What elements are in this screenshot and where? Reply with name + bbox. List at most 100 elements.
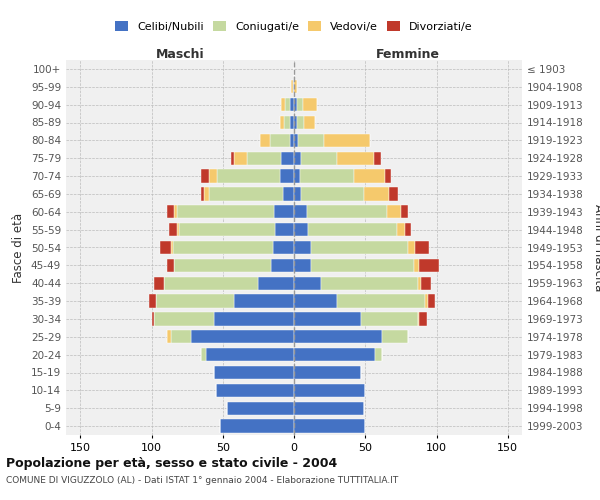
Bar [337, 294, 425, 308]
Bar [374, 152, 381, 165]
Bar [337, 152, 374, 165]
Bar [270, 134, 290, 147]
Bar [294, 312, 361, 326]
Bar [293, 80, 294, 94]
Bar [291, 80, 293, 94]
Bar [294, 384, 365, 397]
Bar [275, 223, 294, 236]
Bar [294, 402, 364, 415]
Bar [174, 258, 271, 272]
Bar [408, 241, 415, 254]
Bar [286, 98, 290, 112]
Bar [220, 420, 294, 433]
Bar [414, 258, 419, 272]
Bar [167, 258, 175, 272]
Bar [364, 187, 389, 200]
Bar [204, 187, 209, 200]
Bar [401, 205, 408, 218]
Bar [172, 241, 173, 254]
Bar [294, 366, 361, 379]
Bar [272, 241, 294, 254]
Bar [172, 330, 191, 344]
Bar [425, 294, 428, 308]
Bar [247, 152, 281, 165]
Bar [418, 312, 419, 326]
Bar [294, 187, 301, 200]
Bar [294, 98, 297, 112]
Bar [294, 116, 297, 129]
Text: Maschi: Maschi [155, 48, 205, 61]
Text: COMUNE DI VIGUZZOLO (AL) - Dati ISTAT 1° gennaio 2004 - Elaborazione TUTTITALIA.: COMUNE DI VIGUZZOLO (AL) - Dati ISTAT 1°… [6, 476, 398, 485]
Bar [307, 205, 386, 218]
Bar [281, 98, 286, 112]
Bar [179, 223, 275, 236]
Text: Femmine: Femmine [376, 48, 440, 61]
Bar [156, 294, 234, 308]
Bar [301, 152, 337, 165]
Bar [215, 384, 294, 397]
Bar [234, 152, 247, 165]
Bar [169, 223, 177, 236]
Bar [304, 116, 316, 129]
Bar [206, 348, 294, 362]
Bar [294, 152, 301, 165]
Bar [174, 205, 177, 218]
Bar [308, 223, 397, 236]
Bar [259, 276, 294, 290]
Bar [294, 223, 308, 236]
Bar [154, 276, 164, 290]
Text: Popolazione per età, sesso e stato civile - 2004: Popolazione per età, sesso e stato civil… [6, 458, 337, 470]
Bar [415, 241, 430, 254]
Bar [149, 294, 156, 308]
Bar [361, 312, 418, 326]
Bar [167, 205, 175, 218]
Bar [311, 241, 408, 254]
Bar [300, 170, 354, 183]
Bar [385, 170, 391, 183]
Y-axis label: Fasce di età: Fasce di età [13, 212, 25, 282]
Bar [294, 348, 375, 362]
Bar [297, 98, 302, 112]
Bar [290, 134, 294, 147]
Bar [294, 330, 382, 344]
Bar [209, 170, 217, 183]
Bar [428, 294, 435, 308]
Bar [311, 258, 414, 272]
Bar [160, 241, 172, 254]
Bar [177, 223, 179, 236]
Legend: Celibi/Nubili, Coniugati/e, Vedovi/e, Divorziati/e: Celibi/Nubili, Coniugati/e, Vedovi/e, Di… [111, 17, 477, 36]
Bar [298, 134, 324, 147]
Bar [260, 134, 270, 147]
Bar [164, 276, 259, 290]
Bar [294, 241, 311, 254]
Bar [177, 205, 274, 218]
Bar [294, 80, 297, 94]
Bar [290, 98, 294, 112]
Bar [209, 187, 283, 200]
Bar [154, 312, 214, 326]
Bar [214, 312, 294, 326]
Bar [167, 330, 172, 344]
Bar [419, 312, 427, 326]
Bar [418, 276, 421, 290]
Bar [214, 366, 294, 379]
Bar [386, 205, 401, 218]
Bar [202, 187, 204, 200]
Bar [274, 205, 294, 218]
Bar [202, 170, 209, 183]
Bar [294, 134, 298, 147]
Bar [294, 420, 365, 433]
Bar [294, 276, 321, 290]
Bar [294, 294, 337, 308]
Bar [232, 152, 234, 165]
Bar [281, 152, 294, 165]
Bar [354, 170, 385, 183]
Bar [283, 187, 294, 200]
Bar [191, 330, 294, 344]
Y-axis label: Anni di nascita: Anni di nascita [592, 204, 600, 291]
Bar [294, 205, 307, 218]
Bar [382, 330, 408, 344]
Bar [234, 294, 294, 308]
Bar [389, 187, 398, 200]
Bar [284, 116, 290, 129]
